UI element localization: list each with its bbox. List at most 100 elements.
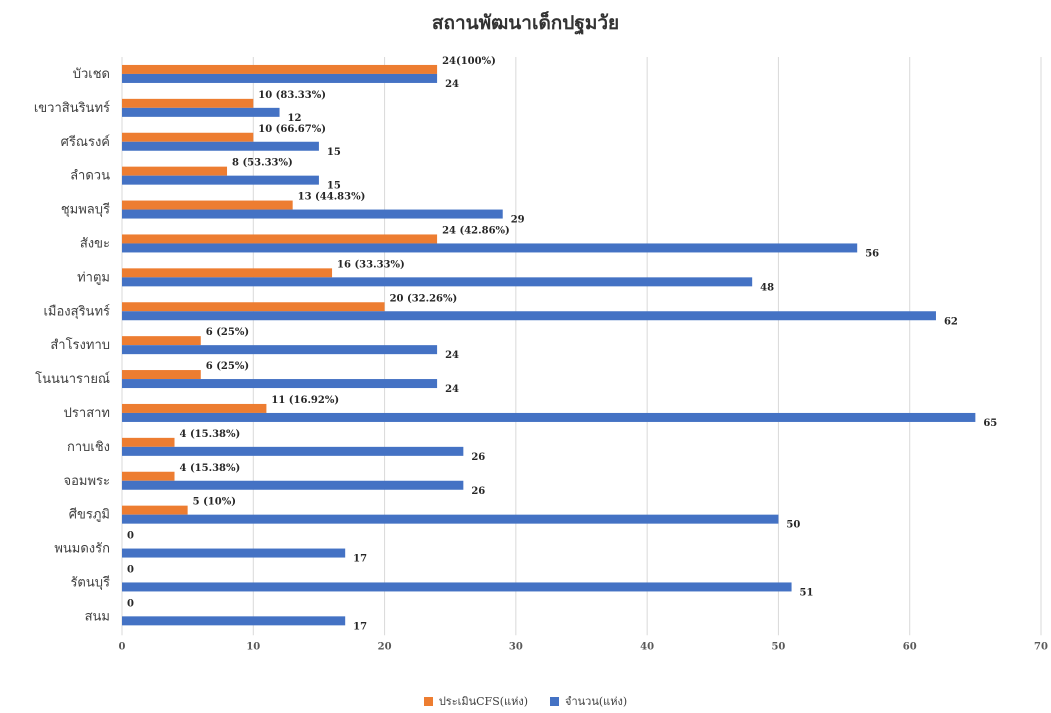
category-label-8: สำโรงทาบ	[50, 337, 110, 353]
category-label-16: สนม	[85, 609, 110, 624]
category-label-0: บัวเชด	[73, 67, 110, 82]
category-label-4: ชุมพลบุรี	[61, 202, 110, 218]
bar-s1-14	[122, 548, 346, 558]
data-label-s1-2: 15	[327, 147, 341, 158]
bar-s1-0	[122, 73, 438, 83]
bar-s1-11	[122, 446, 464, 456]
bar-s0-9	[122, 370, 201, 380]
category-label-15: รัตนบุรี	[70, 574, 110, 590]
labels: 0 10 20 30 40 50 60 70 บัวเชด 24(100%) 24 เขวาสินริ…	[34, 56, 1048, 652]
bar-s0-2	[122, 132, 254, 142]
data-label-s0-6: 16 (33.33%)	[337, 259, 405, 270]
data-label-s0-4: 13 (44.83%)	[298, 192, 366, 203]
bar-s0-13	[122, 505, 188, 515]
bar-s0-3	[122, 166, 228, 176]
bar-s1-16	[122, 616, 346, 626]
legend-label-cfs: ประเมินCFS(แห่ง)	[438, 695, 529, 708]
category-label-13: ศีขรภูมิ	[69, 507, 110, 523]
category-label-1: เขวาสินรินทร์	[34, 100, 110, 116]
chart-title: สถานพัฒนาเด็กปฐมวัย	[431, 12, 620, 34]
bar-s0-11	[122, 437, 175, 447]
data-label-s1-16: 17	[353, 621, 367, 632]
category-label-11: กาบเชิง	[67, 440, 110, 455]
bar-s1-9	[122, 379, 438, 389]
data-label-s1-9: 24	[445, 384, 459, 395]
data-label-s0-2: 10 (66.67%)	[258, 124, 326, 135]
category-label-7: เมืองสุรินทร์	[43, 303, 110, 319]
data-label-s0-8: 6 (25%)	[206, 327, 249, 338]
data-label-s0-15: 0	[127, 564, 134, 575]
data-label-s1-12: 26	[471, 486, 485, 497]
data-label-s1-11: 26	[471, 452, 485, 463]
legend-item-total: จำนวน(แห่ง)	[550, 692, 627, 710]
data-label-s1-3: 15	[327, 181, 341, 192]
data-label-s1-8: 24	[445, 350, 459, 361]
x-tick-label-1: 10	[246, 641, 260, 652]
bars	[122, 64, 976, 626]
bar-s1-12	[122, 480, 464, 490]
legend-item-cfs: ประเมินCFS(แห่ง)	[423, 692, 529, 710]
bar-s0-0	[122, 64, 438, 74]
bar-s1-2	[122, 141, 319, 151]
data-label-s1-7: 62	[944, 316, 958, 327]
legend-swatch-cfs	[423, 696, 433, 706]
data-label-s0-11: 4 (15.38%)	[180, 429, 241, 440]
data-label-s0-13: 5 (10%)	[193, 497, 236, 508]
bar-s1-5	[122, 243, 858, 253]
legend: ประเมินCFS(แห่ง) จำนวน(แห่ง)	[0, 692, 1051, 710]
data-label-s1-0: 24	[445, 79, 459, 90]
category-label-5: สังขะ	[80, 236, 110, 251]
bar-s0-12	[122, 471, 175, 481]
x-tick-label-0: 0	[119, 641, 126, 652]
x-tick-label-6: 60	[903, 641, 917, 652]
data-label-s0-16: 0	[127, 598, 134, 609]
bar-s0-4	[122, 200, 293, 210]
bar-s0-5	[122, 234, 438, 244]
data-label-s0-5: 24 (42.86%)	[442, 225, 510, 236]
bar-s0-6	[122, 268, 333, 278]
bar-s0-7	[122, 302, 385, 312]
data-label-s1-14: 17	[353, 554, 367, 565]
data-label-s1-10: 65	[983, 418, 997, 429]
legend-label-total: จำนวน(แห่ง)	[565, 695, 628, 708]
bar-s1-13	[122, 514, 779, 524]
bar-s1-7	[122, 311, 936, 321]
data-label-s0-1: 10 (83.33%)	[258, 90, 326, 101]
category-label-14: พนมดงรัก	[54, 542, 110, 557]
data-label-s0-7: 20 (32.26%)	[390, 293, 458, 304]
x-tick-label-2: 20	[378, 641, 392, 652]
x-tick-label-7: 70	[1034, 641, 1048, 652]
bar-s0-10	[122, 403, 267, 413]
bar-s1-6	[122, 277, 753, 287]
data-label-s1-6: 48	[760, 282, 774, 293]
bar-s1-4	[122, 209, 503, 219]
bar-s1-1	[122, 107, 280, 117]
data-label-s0-3: 8 (53.33%)	[232, 158, 293, 169]
bar-s1-15	[122, 582, 792, 592]
bar-s0-1	[122, 98, 254, 108]
category-label-2: ศรีณรงค์	[61, 134, 110, 150]
bar-s1-3	[122, 175, 319, 185]
data-label-s1-15: 51	[800, 587, 814, 598]
category-label-12: จอมพระ	[63, 474, 110, 489]
category-label-9: โนนนารายณ์	[35, 371, 110, 387]
data-label-s0-14: 0	[127, 531, 134, 542]
data-label-s0-0: 24(100%)	[442, 56, 496, 67]
category-label-10: ปราสาท	[64, 406, 110, 421]
category-label-3: ลำดวน	[70, 169, 110, 184]
x-tick-label-4: 40	[640, 641, 654, 652]
x-tick-label-5: 50	[771, 641, 785, 652]
bar-s1-10	[122, 412, 976, 422]
legend-swatch-total	[550, 696, 560, 706]
bar-s0-8	[122, 336, 201, 346]
data-label-s0-9: 6 (25%)	[206, 361, 249, 372]
data-label-s1-5: 56	[865, 248, 879, 259]
x-tick-label-3: 30	[509, 641, 523, 652]
category-label-6: ท่าตูม	[77, 270, 110, 285]
data-label-s1-4: 29	[511, 215, 525, 226]
data-label-s0-10: 11 (16.92%)	[271, 395, 339, 406]
data-label-s1-13: 50	[786, 520, 800, 531]
data-label-s0-12: 4 (15.38%)	[180, 463, 241, 474]
bar-s1-8	[122, 345, 438, 355]
